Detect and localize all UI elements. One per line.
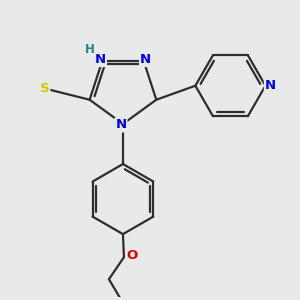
Text: O: O xyxy=(126,249,138,262)
Text: N: N xyxy=(140,53,151,66)
Text: S: S xyxy=(40,82,50,95)
Text: N: N xyxy=(265,79,276,92)
Text: N: N xyxy=(95,53,106,66)
Text: H: H xyxy=(84,43,94,56)
Text: N: N xyxy=(116,118,127,131)
